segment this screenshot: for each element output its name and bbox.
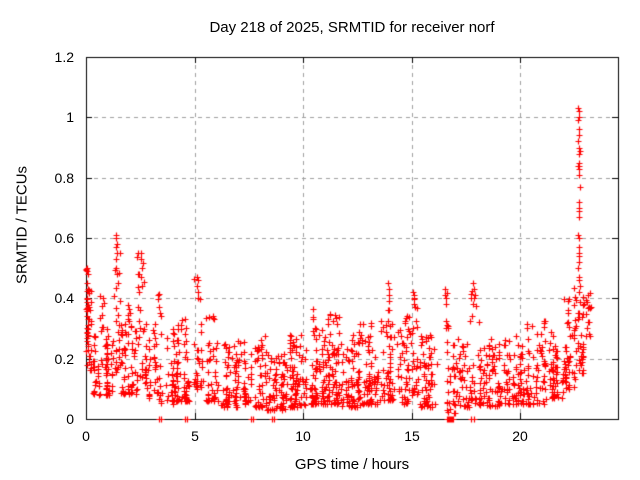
x-tick-label: 5 (191, 428, 199, 444)
y-tick-label: 0 (66, 411, 74, 427)
y-tick-label: 0.8 (54, 170, 74, 186)
x-tick-label: 10 (295, 428, 311, 444)
x-tick-label: 15 (404, 428, 420, 444)
y-tick-label: 1.2 (54, 49, 74, 65)
x-tick-label: 20 (512, 428, 528, 444)
y-tick-label: 0.2 (54, 351, 74, 367)
chart-title: Day 218 of 2025, SRMTID for receiver nor… (209, 19, 495, 36)
y-tick-label: 0.4 (54, 290, 74, 306)
y-tick-label: 1 (66, 109, 74, 125)
x-tick-label: 0 (82, 428, 90, 444)
x-axis-label: GPS time / hours (294, 456, 410, 473)
y-tick-label: 0.6 (54, 230, 74, 246)
